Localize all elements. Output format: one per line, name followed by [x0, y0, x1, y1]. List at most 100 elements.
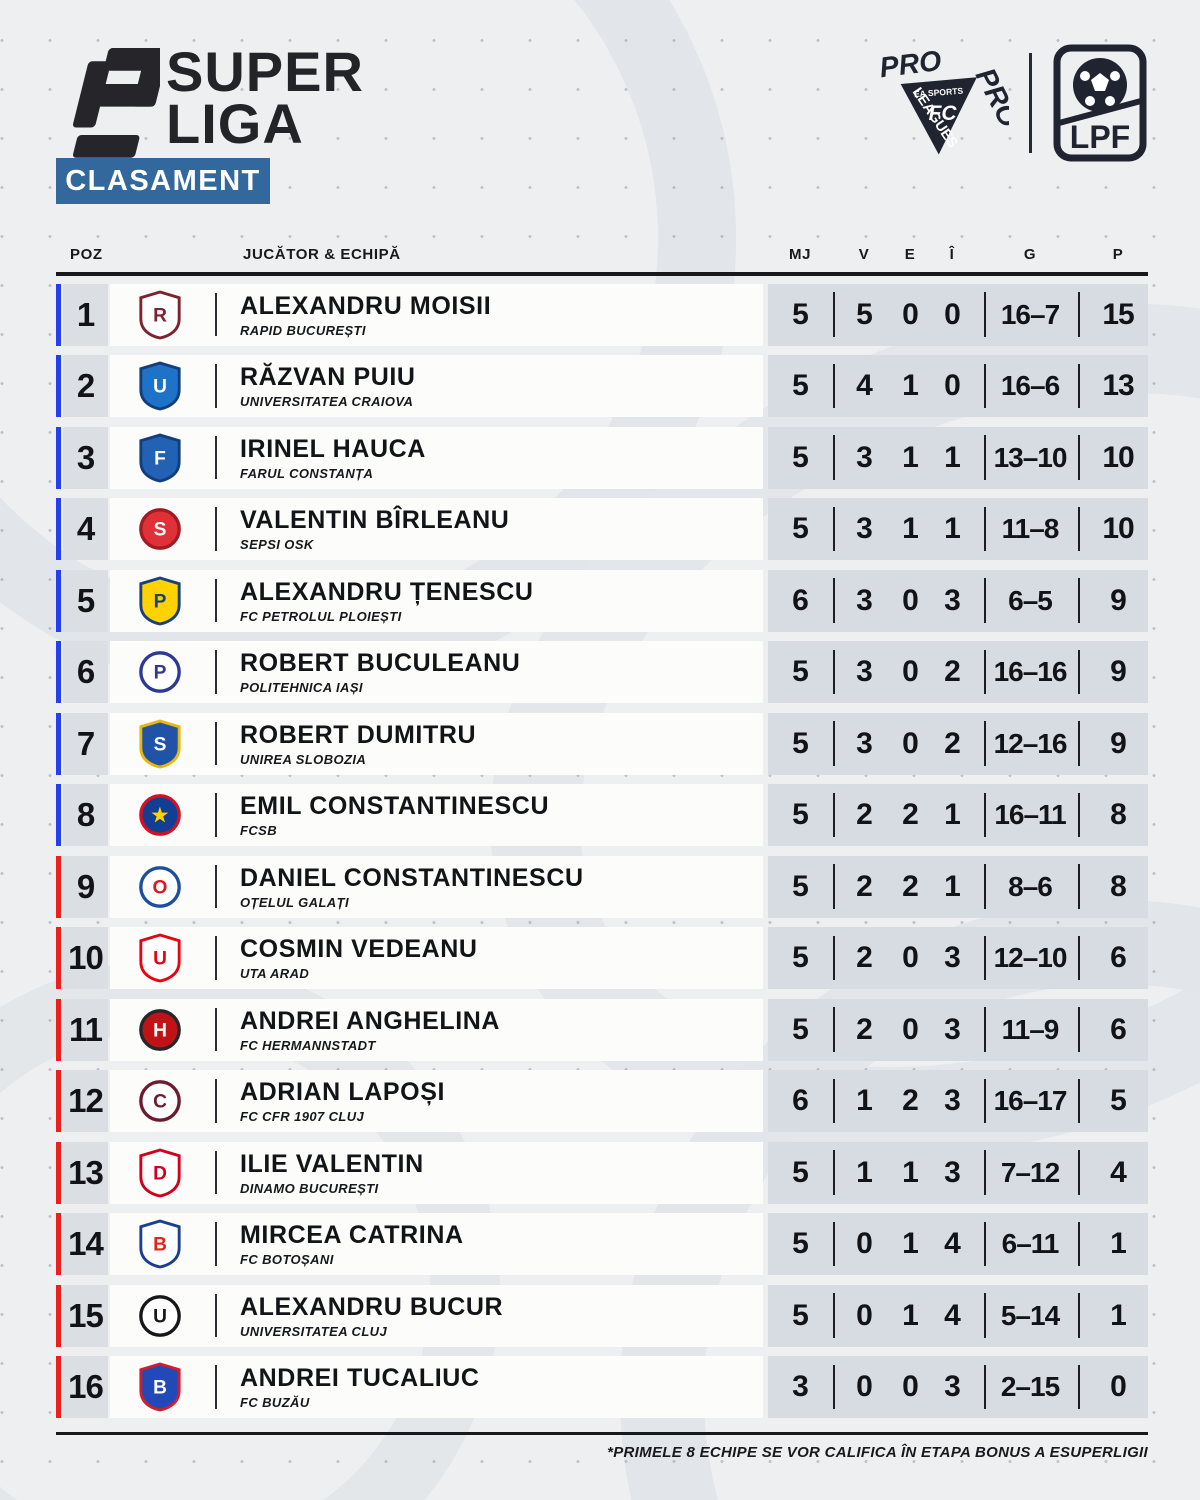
stat-points: 15: [1102, 297, 1134, 331]
stat-losses: 1: [944, 512, 961, 545]
stat-wins: 1: [856, 1084, 873, 1117]
header-divider-line: [56, 272, 1148, 276]
player-name: ALEXANDRU BUCUR: [240, 1292, 504, 1321]
team-name: POLITEHNICA IAȘI: [240, 680, 363, 695]
stat-wins: 0: [856, 1370, 873, 1403]
logo-name-divider: [215, 507, 217, 551]
position-number: 11: [69, 1010, 103, 1048]
stats-cell: 5 0 1 4 6–11 1: [768, 1213, 1148, 1275]
team-name: RAPID BUCUREȘTI: [240, 322, 366, 338]
logo-name-divider: [215, 435, 217, 480]
player-and-team: VALENTIN BÎRLEANU SEPSI OSK: [240, 506, 509, 552]
team-logo-icon: ★: [137, 790, 183, 840]
qualification-zone-bar: [56, 355, 61, 417]
player-and-team: RĂZVAN PUIU UNIVERSITATEA CRAIOVA: [240, 363, 416, 409]
stats-divider: [1078, 1150, 1080, 1195]
team-logo-icon: S: [137, 504, 183, 554]
stat-draws: 0: [902, 941, 919, 974]
stats-divider: [984, 792, 986, 838]
esuperliga-e-icon: [72, 48, 160, 158]
stat-draws: 0: [902, 583, 919, 617]
stat-wins: 2: [856, 941, 873, 974]
column-header-player: JUCĂTOR & ECHIPĂ: [243, 246, 401, 263]
player-and-team: ILIE VALENTIN DINAMO BUCUREȘTI: [240, 1150, 424, 1196]
logo-name-divider: [215, 1007, 217, 1052]
qualification-zone-bar: [56, 1356, 61, 1418]
stats-cell: 5 5 0 0 16–7 15: [768, 283, 1148, 346]
stat-matches-played: 5: [792, 869, 809, 903]
stats-divider: [833, 1007, 835, 1052]
stats-cell: 5 3 0 2 12–16 9: [768, 712, 1148, 775]
stats-divider: [833, 1364, 835, 1410]
logo-name-divider: [215, 1079, 217, 1123]
svg-text:B: B: [153, 1378, 167, 1399]
stat-losses: 1: [944, 440, 961, 474]
team-logo-icon: U: [137, 1291, 183, 1341]
stats-divider: [833, 1150, 835, 1195]
position-number: 3: [76, 438, 95, 476]
team-logo-icon: S: [137, 718, 183, 769]
stats-divider: [984, 1078, 986, 1124]
position-cell: 3: [63, 426, 108, 489]
column-header-v: V: [858, 246, 870, 263]
stat-points: 1: [1110, 1227, 1127, 1260]
stats-divider: [833, 506, 835, 552]
svg-text:U: U: [153, 949, 167, 970]
position-cell: 5: [63, 569, 108, 632]
brand-wordmark: SUPER LIGA: [166, 43, 364, 151]
player-cell: F IRINEL HAUCA FARUL CONSTANȚA: [110, 426, 763, 489]
stat-wins: 2: [856, 869, 873, 903]
svg-text:R: R: [153, 305, 167, 326]
stat-matches-played: 5: [792, 1227, 809, 1260]
team-name: FC BOTOȘANI: [240, 1252, 334, 1267]
team-logo-icon: P: [137, 647, 183, 697]
qualification-zone-bar: [56, 498, 61, 560]
player-cell: U COSMIN VEDEANU UTA ARAD: [110, 927, 763, 989]
player-and-team: ANDREI ANGHELINA FC HERMANNSTADT: [240, 1007, 500, 1053]
position-cell: 1: [63, 283, 108, 346]
stat-draws: 0: [902, 1012, 919, 1046]
stat-points: 9: [1110, 583, 1127, 617]
stat-wins: 0: [856, 1227, 873, 1260]
team-logo-icon: D: [137, 1147, 183, 1198]
lpf-logo-icon: LPF: [1053, 44, 1147, 162]
table-row: 13 D ILIE VALENTIN DINAMO BUCUREȘTI 5 1 …: [56, 1141, 1148, 1204]
stat-wins: 5: [856, 297, 873, 331]
stat-goals: 11–8: [1001, 513, 1060, 544]
team-logo-icon: H: [137, 1005, 183, 1055]
stat-goals: 7–12: [1000, 1156, 1060, 1188]
player-cell: ★ EMIL CONSTANTINESCU FCSB: [110, 784, 763, 846]
player-cell: O DANIEL CONSTANTINESCU OȚELUL GALAȚI: [110, 855, 763, 918]
stats-divider: [984, 578, 986, 623]
stats-divider: [984, 1364, 986, 1410]
player-cell: U RĂZVAN PUIU UNIVERSITATEA CRAIOVA: [110, 355, 763, 417]
table-row: 11 H ANDREI ANGHELINA FC HERMANNSTADT 5 …: [56, 998, 1148, 1061]
stat-points: 9: [1110, 655, 1127, 688]
stat-matches-played: 5: [792, 1012, 809, 1046]
table-row: 8 ★ EMIL CONSTANTINESCU FCSB 5 2 2 1: [56, 784, 1148, 846]
player-name: ANDREI ANGHELINA: [240, 1006, 501, 1035]
stat-goals: 16–7: [1000, 298, 1060, 330]
stats-divider: [1078, 1364, 1080, 1410]
stat-losses: 3: [944, 1370, 961, 1403]
qualification-zone-bar: [56, 641, 61, 703]
player-name: ROBERT BUCULEANU: [240, 649, 521, 677]
stat-draws: 1: [902, 1227, 919, 1260]
logo-name-divider: [215, 364, 217, 408]
stat-losses: 0: [944, 369, 961, 402]
position-number: 13: [68, 1153, 104, 1191]
stat-matches-played: 5: [792, 655, 809, 688]
stat-losses: 0: [944, 297, 961, 331]
team-name: SEPSI OSK: [240, 537, 314, 552]
position-number: 6: [76, 653, 95, 690]
stat-goals: 2–15: [1000, 1371, 1060, 1402]
table-row: 4 S VALENTIN BÎRLEANU SEPSI OSK 5 3 1 1: [56, 498, 1148, 560]
player-and-team: ANDREI TUCALIUC FC BUZĂU: [240, 1364, 480, 1410]
stats-cell: 5 3 0 2 16–16 9: [768, 641, 1148, 703]
stat-points: 1: [1110, 1298, 1127, 1332]
player-and-team: ADRIAN LAPOȘI FC CFR 1907 CLUJ: [240, 1078, 445, 1124]
stats-cell: 5 1 1 3 7–12 4: [768, 1141, 1148, 1204]
player-name: MIRCEA CATRINA: [240, 1221, 464, 1249]
stat-points: 13: [1102, 369, 1134, 402]
